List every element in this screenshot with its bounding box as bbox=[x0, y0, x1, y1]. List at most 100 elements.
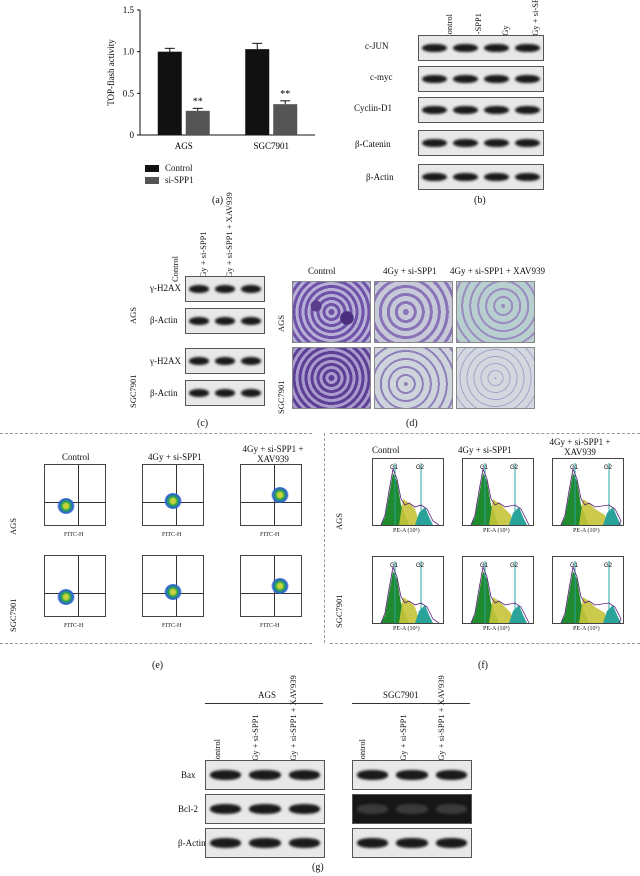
legend-label-si-spp1: si-SPP1 bbox=[165, 175, 194, 185]
blot-band bbox=[453, 74, 478, 84]
blot-band bbox=[422, 138, 447, 148]
cell-population-cluster bbox=[164, 583, 182, 600]
row-label-d-0: AGS bbox=[276, 314, 286, 332]
group-label-c-1: SGC7901 bbox=[128, 374, 138, 408]
col-label-d-1: 4Gy + si-SPP1 bbox=[383, 266, 437, 276]
y-tick-label: 0.5 bbox=[123, 88, 135, 98]
row-label-c-3: β-Actin bbox=[150, 388, 178, 398]
marker-label-g2: G2 bbox=[510, 465, 519, 471]
bar-si-spp1-ags bbox=[185, 110, 210, 135]
fit-curve bbox=[470, 467, 530, 525]
blot-band bbox=[422, 43, 447, 53]
cell-population-cluster bbox=[57, 589, 75, 605]
blot-band bbox=[240, 316, 262, 326]
marker-label-g2: G2 bbox=[510, 563, 519, 569]
flow-xlabel-e-0: FITC-H bbox=[64, 532, 84, 538]
g2-peak bbox=[603, 507, 621, 525]
quadrant-line-vertical bbox=[78, 556, 79, 616]
row-label-g-0: Bax bbox=[181, 770, 196, 780]
col-label-f-1: 4Gy + si-SPP1 bbox=[458, 445, 512, 455]
divider-ef-top-right bbox=[330, 433, 640, 434]
panel-label-d: (d) bbox=[406, 418, 418, 429]
flowplot-e-sgc-si bbox=[142, 555, 204, 617]
panel-label-a: (a) bbox=[212, 195, 224, 206]
fit-curve bbox=[470, 565, 530, 623]
blot-band bbox=[188, 388, 210, 398]
micrograph-d-ags-control bbox=[292, 281, 371, 343]
histogram-f-ags-control: G1 G2 bbox=[372, 458, 444, 526]
row-label-f-0: AGS bbox=[334, 512, 344, 530]
flowplot-e-ags-xav bbox=[240, 464, 302, 526]
histogram-f-ags-si: G1 G2 bbox=[462, 458, 534, 526]
significance-mark: ** bbox=[280, 89, 290, 100]
blot-band bbox=[288, 803, 321, 814]
hist-xlabel-f-3: PE-A (10⁵) bbox=[393, 626, 420, 632]
col-label-e-0: Control bbox=[62, 452, 90, 462]
cell-population-cluster bbox=[57, 498, 75, 514]
quadrant-line-horizontal bbox=[241, 502, 301, 504]
cell-population-cluster bbox=[271, 578, 289, 595]
g2-peak bbox=[415, 507, 433, 525]
blot-band bbox=[515, 105, 540, 115]
x-tick-label: AGS bbox=[175, 141, 193, 151]
micrograph-d-sgc-control bbox=[292, 347, 371, 409]
row-label-d-1: SGC7901 bbox=[276, 380, 286, 414]
blot-band bbox=[396, 769, 428, 780]
blot-c-1 bbox=[185, 308, 265, 334]
quadrant-line-horizontal bbox=[45, 502, 105, 504]
quadrant-line-horizontal bbox=[45, 593, 105, 595]
blot-band bbox=[435, 803, 468, 814]
blot-band bbox=[249, 769, 281, 780]
legend-swatch-si-spp1 bbox=[145, 177, 159, 184]
fit-curve bbox=[380, 467, 440, 525]
y-axis-title: TOP-flash activity bbox=[106, 39, 116, 106]
x-tick-label: SGC7901 bbox=[253, 141, 289, 151]
marker-label-g1: G1 bbox=[480, 465, 489, 471]
flowplot-e-sgc-control bbox=[44, 555, 106, 617]
marker-label-g2: G2 bbox=[416, 465, 425, 471]
hist-xlabel-f-5: PE-A (10⁵) bbox=[573, 626, 600, 632]
group-rule-g-1 bbox=[352, 703, 470, 704]
blot-band bbox=[356, 837, 389, 848]
blot-band bbox=[484, 74, 509, 84]
bar-si-spp1-sgc7901 bbox=[273, 104, 298, 135]
blot-band bbox=[515, 172, 540, 182]
group-label-c-0: AGS bbox=[128, 306, 138, 324]
hist-xlabel-f-1: PE-A (10⁵) bbox=[483, 528, 510, 534]
bar-control-ags bbox=[157, 51, 182, 135]
divider-ef-top bbox=[0, 433, 312, 434]
g2-peak bbox=[509, 605, 527, 623]
flowplot-e-ags-si bbox=[142, 464, 204, 526]
blot-c-2 bbox=[185, 348, 265, 374]
blot-c-0 bbox=[185, 276, 265, 302]
blot-band bbox=[356, 803, 389, 814]
g2-peak bbox=[509, 507, 527, 525]
y-tick-label: 0 bbox=[130, 130, 135, 140]
blot-band bbox=[453, 105, 478, 115]
flow-xlabel-e-2: FITC-H bbox=[260, 532, 280, 538]
legend-swatch-control bbox=[145, 165, 159, 172]
marker-label-g1: G1 bbox=[570, 465, 579, 471]
bar-control-sgc7901 bbox=[245, 49, 270, 135]
blot-band bbox=[209, 803, 242, 814]
blot-band bbox=[515, 43, 540, 53]
row-label-f-1: SGC7901 bbox=[334, 594, 344, 628]
g2-peak bbox=[603, 605, 621, 623]
blot-band bbox=[484, 105, 509, 115]
row-label-c-1: β-Actin bbox=[150, 315, 178, 325]
blot-band bbox=[453, 138, 478, 148]
row-label-b-2: Cyclin-D1 bbox=[354, 103, 392, 113]
marker-label-g1: G1 bbox=[390, 563, 399, 569]
micrograph-d-sgc-si bbox=[374, 347, 453, 409]
blot-band bbox=[209, 837, 242, 848]
histogram-f-ags-xav: G1 G2 bbox=[552, 458, 624, 526]
col-label-g-5: 4Gy + si-SPP1 + XAV939 bbox=[436, 675, 446, 765]
blot-band bbox=[396, 837, 428, 848]
blot-b-3 bbox=[418, 130, 544, 156]
s-phase bbox=[489, 499, 513, 525]
blot-g-sgc-1 bbox=[352, 794, 472, 824]
blot-band bbox=[214, 284, 236, 294]
flowplot-e-ags-control bbox=[44, 464, 106, 526]
col-label-g-4: 4Gy + si-SPP1 bbox=[398, 714, 408, 765]
blot-band bbox=[188, 356, 210, 366]
